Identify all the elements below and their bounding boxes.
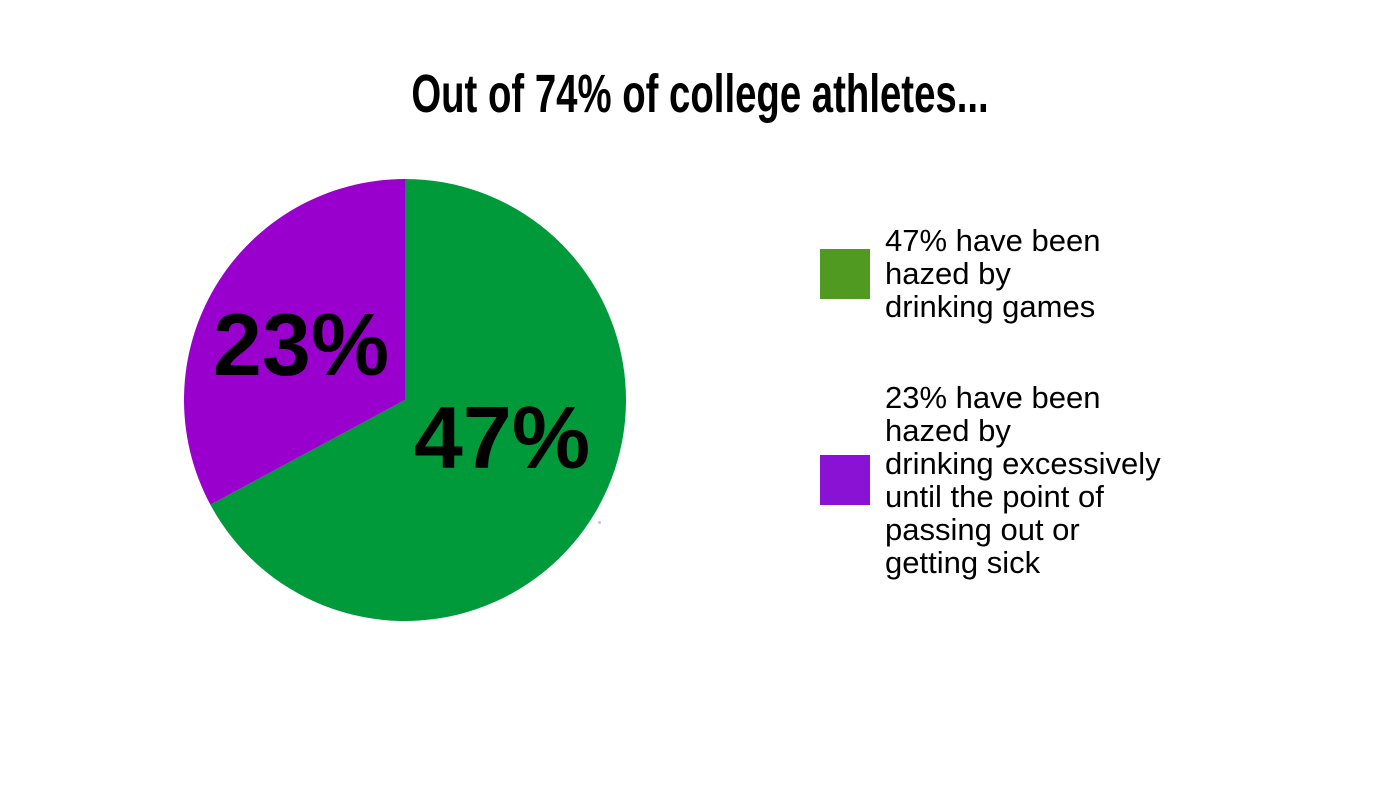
pie-slice-0 — [210, 179, 627, 621]
legend-line: passing out or — [885, 512, 1080, 547]
legend-item-green: 47% have been hazed by drinking games — [820, 224, 1161, 323]
legend: 47% have been hazed by drinking games 23… — [820, 224, 1161, 579]
legend-text-green: 47% have been hazed by drinking games — [885, 224, 1100, 323]
legend-line: until the point of — [885, 479, 1104, 514]
legend-item-purple: 23% have been hazed by drinking excessiv… — [820, 381, 1161, 579]
legend-line: drinking excessively — [885, 446, 1161, 481]
pie-slice-label-purple: 23% — [212, 295, 390, 394]
legend-line: 23% have been — [885, 380, 1101, 415]
pie-slice-1 — [184, 179, 405, 505]
legend-line: 47% have been — [885, 223, 1101, 258]
pie-chart: 47% 23% — [183, 178, 627, 622]
legend-line: drinking games — [885, 289, 1096, 324]
pie-svg — [184, 179, 627, 621]
legend-text-purple: 23% have been hazed by drinking excessiv… — [885, 381, 1161, 579]
legend-swatch-purple — [820, 455, 870, 505]
legend-line: hazed by — [885, 413, 1011, 448]
legend-line: hazed by — [885, 256, 1011, 291]
chart-title: Out of 74% of college athletes... — [411, 64, 989, 124]
speck-artifact — [598, 521, 601, 524]
legend-swatch-green — [820, 248, 870, 299]
pie-slice-label-green: 47% — [413, 388, 591, 487]
legend-line: getting sick — [885, 545, 1041, 580]
